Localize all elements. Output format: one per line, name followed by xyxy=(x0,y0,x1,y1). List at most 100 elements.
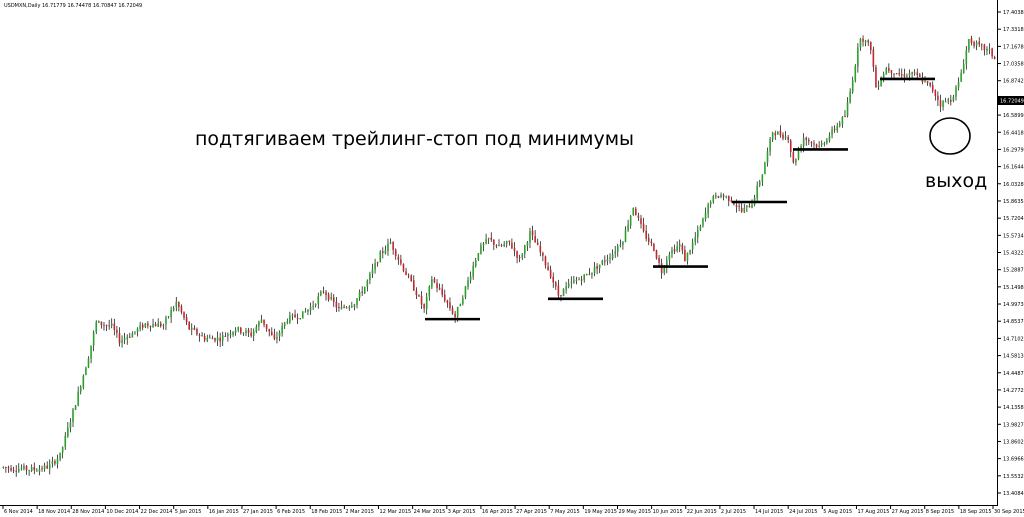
candle xyxy=(789,138,792,158)
candle xyxy=(28,469,30,476)
candle xyxy=(743,203,746,214)
candle xyxy=(30,464,33,473)
candle xyxy=(234,327,237,336)
candle xyxy=(919,72,921,77)
candle xyxy=(668,251,671,266)
candle xyxy=(258,320,260,331)
candle xyxy=(487,237,490,245)
candle xyxy=(260,314,263,323)
candle xyxy=(567,278,570,289)
y-tick-label: 16.03280 xyxy=(1003,182,1024,188)
candle xyxy=(77,386,79,407)
candle xyxy=(826,138,828,145)
candle xyxy=(139,321,141,332)
candle xyxy=(872,46,875,72)
candle xyxy=(746,205,748,213)
candle xyxy=(141,322,144,331)
candle xyxy=(709,200,712,208)
candle xyxy=(926,81,929,86)
x-tick-label: 27 Aug 2015 xyxy=(892,509,924,515)
candle xyxy=(929,82,931,88)
candle xyxy=(573,275,575,284)
candle xyxy=(201,332,203,337)
candle xyxy=(952,94,955,103)
candle xyxy=(614,246,616,258)
candles-layer xyxy=(2,35,996,477)
candle xyxy=(965,46,968,70)
candle xyxy=(56,454,59,469)
candle xyxy=(513,242,516,257)
candle xyxy=(960,69,962,82)
candle xyxy=(224,332,227,338)
candle xyxy=(503,241,505,248)
candle xyxy=(41,465,43,472)
candle xyxy=(699,224,702,232)
candle xyxy=(549,265,552,279)
candle xyxy=(72,407,74,428)
candle xyxy=(126,334,129,345)
candle xyxy=(978,37,981,48)
candle xyxy=(761,174,764,186)
candle xyxy=(795,158,797,166)
candle xyxy=(157,318,160,328)
y-tick-label: 13.40840 xyxy=(1003,491,1024,497)
candle xyxy=(474,257,477,268)
candle xyxy=(105,324,108,331)
candle xyxy=(270,327,273,336)
candle xyxy=(593,261,596,277)
candle xyxy=(23,463,25,471)
candle xyxy=(121,335,123,348)
candle xyxy=(694,231,697,246)
candle xyxy=(196,327,198,336)
trailing-stop-lines xyxy=(425,77,935,321)
candle xyxy=(128,332,131,338)
candle xyxy=(159,321,162,328)
candle xyxy=(10,464,12,472)
candle xyxy=(875,64,877,88)
candle xyxy=(696,225,699,244)
candle xyxy=(774,130,777,141)
candle xyxy=(175,296,178,312)
candle xyxy=(658,254,660,266)
candle xyxy=(991,47,993,59)
candle xyxy=(712,194,715,204)
candle xyxy=(988,43,991,55)
x-tick-label: 2 Mar 2015 xyxy=(345,509,374,515)
candle xyxy=(975,40,978,51)
x-tick-label: 6 Nov 2014 xyxy=(4,509,33,515)
candle xyxy=(178,301,180,312)
candle xyxy=(913,69,916,76)
candle xyxy=(787,134,789,144)
candle xyxy=(730,196,733,203)
candle xyxy=(170,306,172,323)
candle xyxy=(147,321,149,329)
candle xyxy=(325,289,327,301)
candle xyxy=(428,285,431,301)
x-tick-label: 18 Feb 2015 xyxy=(311,509,342,515)
candle xyxy=(340,300,343,310)
candle xyxy=(420,291,423,310)
candle xyxy=(624,226,627,243)
candle xyxy=(162,323,165,330)
candle xyxy=(469,271,472,284)
candle xyxy=(379,250,382,263)
candle xyxy=(214,337,216,343)
candle xyxy=(113,318,116,336)
candle xyxy=(198,333,201,342)
candle xyxy=(645,224,647,242)
candle xyxy=(193,325,196,331)
candle xyxy=(74,405,77,411)
y-tick-label: 15.28870 xyxy=(1003,268,1024,274)
y-tick-label: 15.57340 xyxy=(1003,233,1024,239)
candle xyxy=(900,68,903,78)
candle xyxy=(898,68,900,77)
candle xyxy=(916,68,919,79)
candle xyxy=(859,37,862,51)
x-tick-label: 5 Jan 2015 xyxy=(175,509,202,515)
x-tick-label: 24 Mar 2015 xyxy=(414,509,446,515)
candle xyxy=(252,328,255,342)
candle xyxy=(521,253,524,261)
candle xyxy=(48,459,51,475)
candle xyxy=(92,330,95,352)
x-tick-label: 29 May 2015 xyxy=(618,509,651,515)
